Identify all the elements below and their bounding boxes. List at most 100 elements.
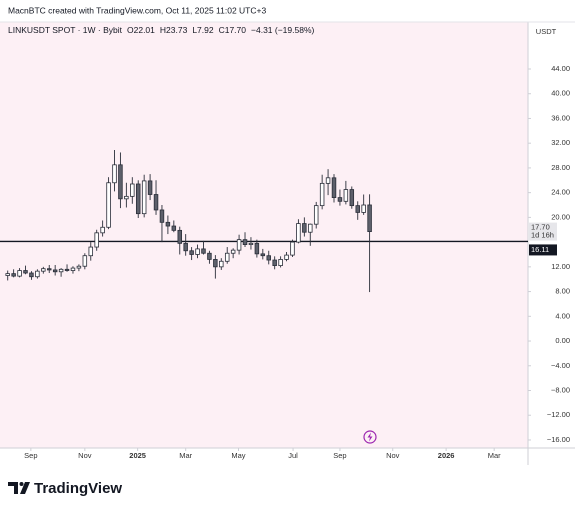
last-price-label: 17.70: [531, 223, 550, 232]
x-tick-label: Sep: [24, 451, 37, 460]
candle-body: [141, 180, 147, 215]
candle-body: [230, 249, 236, 254]
candle-body: [296, 223, 301, 243]
x-tick-label: Mar: [488, 451, 501, 460]
candle-body: [135, 183, 141, 215]
candle-body: [361, 204, 366, 213]
legend-value: H23.73: [160, 25, 188, 35]
x-tick-label: 2025: [129, 451, 146, 460]
candle-body: [64, 268, 70, 271]
y-tick-label: −4.00: [551, 361, 570, 370]
candle-body: [147, 180, 153, 195]
candle-body: [331, 177, 337, 198]
chart-pane: [0, 22, 528, 448]
candle-body: [201, 248, 206, 254]
tradingview-logo: TradingView: [8, 480, 122, 497]
candle-body: [29, 272, 34, 278]
legend-text: LINKUSDT SPOT · 1W · Bybit O22.01 H23.73 L7…: [8, 25, 315, 35]
hline-price-label: 16.11: [531, 245, 549, 254]
legend-value: L7.92: [192, 25, 214, 35]
candle-body: [100, 226, 105, 234]
candle-body: [17, 270, 22, 277]
candle-body: [284, 254, 289, 260]
y-tick-label: 40.00: [551, 89, 570, 98]
candle-body: [266, 255, 271, 261]
x-tick-label: Sep: [333, 451, 346, 460]
candle-body: [112, 164, 117, 184]
candle-body: [177, 229, 182, 244]
y-tick-label: 44.00: [551, 64, 570, 73]
currency-label: USDT: [536, 27, 557, 36]
candle-body: [308, 223, 313, 233]
candle-body: [171, 225, 177, 231]
candle-body: [70, 267, 76, 271]
candle-body: [183, 242, 188, 252]
x-tick-label: 2026: [438, 451, 455, 460]
y-tick-label: 4.00: [555, 311, 570, 320]
y-tick-label: 28.00: [551, 163, 570, 172]
legend: LINKUSDT SPOT · 1W · Bybit O22.01 H23.73 L7…: [8, 25, 315, 35]
candle-body: [248, 242, 254, 245]
candle-body: [207, 252, 212, 260]
y-tick-label: 32.00: [551, 138, 570, 147]
y-tick-label: 12.00: [551, 262, 570, 271]
candle-body: [325, 177, 331, 184]
candle-body: [153, 194, 159, 211]
y-tick-label: −16.00: [547, 435, 570, 444]
candle-body: [82, 255, 88, 267]
legend-symbol: LINKUSDT SPOT · 1W · Bybit: [8, 25, 123, 35]
y-tick-label: −12.00: [547, 410, 570, 419]
candle-body: [41, 268, 46, 272]
candle-body: [236, 239, 242, 251]
candle-body: [278, 259, 283, 267]
candle-body: [337, 197, 343, 202]
candle-body: [313, 205, 319, 225]
candle-body: [224, 252, 230, 262]
candle-body: [219, 260, 224, 268]
candle-body: [58, 268, 64, 273]
author-line: MacnBTC created with TradingView.com, Oc…: [8, 5, 266, 15]
brand-name: TradingView: [34, 480, 122, 497]
candle-body: [302, 223, 307, 233]
candle-body: [130, 183, 135, 197]
candle-body: [76, 265, 82, 269]
candle-body: [260, 253, 266, 257]
candle-body: [367, 204, 372, 232]
candle-body: [290, 241, 295, 256]
y-tick-label: −8.00: [551, 385, 570, 394]
y-tick-label: 36.00: [551, 113, 570, 122]
lightning-icon: [363, 430, 377, 444]
legend-value: O22.01: [127, 25, 155, 35]
candle-body: [159, 209, 165, 223]
legend-value: C17.70: [219, 25, 247, 35]
last-price-box: [529, 222, 557, 241]
candle-body: [52, 269, 58, 273]
x-tick-label: Nov: [386, 451, 400, 460]
x-tick-label: Mar: [179, 451, 192, 460]
candle-body: [254, 242, 260, 255]
y-tick-label: 24.00: [551, 188, 570, 197]
legend-value: −4.31 (−19.58%): [251, 25, 314, 35]
countdown-label: 1d 16h: [531, 231, 554, 240]
candle-body: [5, 273, 10, 276]
candle-body: [23, 270, 28, 274]
x-tick-label: Jul: [288, 451, 298, 460]
candle-body: [94, 232, 99, 248]
candle-body: [213, 259, 218, 268]
candle-body: [106, 182, 111, 228]
x-tick-label: Nov: [78, 451, 92, 460]
candle-body: [47, 268, 52, 271]
candle-body: [343, 189, 349, 202]
candle-body: [349, 189, 355, 207]
candle-body: [35, 270, 40, 278]
candle-body: [124, 195, 129, 200]
candle-body: [319, 182, 325, 207]
candle-body: [118, 164, 123, 200]
candle-body: [195, 248, 200, 255]
candle-body: [11, 273, 16, 277]
y-tick-label: 8.00: [555, 287, 570, 296]
candle-body: [165, 221, 171, 227]
y-tick-label: 0.00: [555, 336, 570, 345]
